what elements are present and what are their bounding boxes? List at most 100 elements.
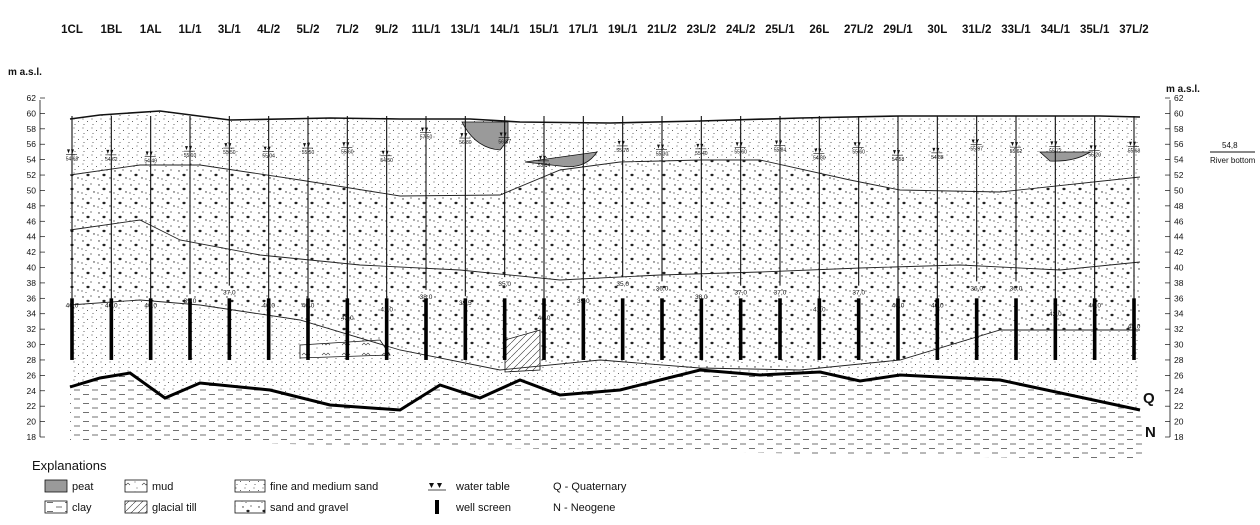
legend-sand-gravel: sand and gravel bbox=[234, 500, 348, 514]
ground-surface bbox=[69, 110, 1141, 124]
left-tick-label: 38 bbox=[27, 278, 37, 288]
water-table-icon bbox=[1089, 145, 1097, 150]
well-7l-2: 7L/2 43,0 55,60 bbox=[336, 24, 359, 360]
well-label: 34L/1 bbox=[1041, 24, 1071, 36]
well-screen bbox=[109, 298, 114, 360]
water-table-icon bbox=[1129, 141, 1136, 146]
well-depth-label: 43,0 bbox=[341, 315, 354, 322]
well-depth-label: 40,0 bbox=[144, 302, 157, 309]
right-tick-label: 20 bbox=[1174, 417, 1184, 427]
left-tick-label: 56 bbox=[27, 139, 37, 149]
left-tick-label: 54 bbox=[27, 155, 37, 165]
right-tick-label: 24 bbox=[1174, 386, 1184, 396]
right-tick-label: 26 bbox=[1174, 370, 1184, 380]
well-label: 1AL bbox=[140, 24, 162, 36]
well-screen bbox=[384, 298, 389, 360]
well-depth-label: 40,0 bbox=[262, 302, 275, 309]
neogene-label: N bbox=[1145, 424, 1156, 441]
left-tick-label: 44 bbox=[27, 232, 37, 242]
well-label: 31L/2 bbox=[962, 24, 991, 36]
left-tick-label: 26 bbox=[27, 370, 37, 380]
well-depth-label: 38,0 bbox=[695, 294, 708, 301]
well-depth-label: 36,0 bbox=[970, 285, 983, 292]
well-label: 11L/1 bbox=[412, 24, 441, 36]
water-table-icon bbox=[67, 149, 74, 154]
well-screen bbox=[424, 298, 428, 360]
water-table-icon bbox=[303, 143, 310, 148]
well-depth-label: 36,0 bbox=[656, 285, 669, 292]
well-label: 7L/2 bbox=[336, 24, 359, 36]
well-label: 23L/2 bbox=[687, 24, 716, 36]
well-depth-label: 40,0 bbox=[1088, 302, 1101, 309]
legend-glacial-till-label: glacial till bbox=[152, 502, 197, 514]
well-depth-label: 40,0 bbox=[302, 302, 315, 309]
water-table-value: 56,87 bbox=[498, 140, 511, 146]
water-table-icon bbox=[381, 150, 389, 155]
water-table-value: 55,50 bbox=[302, 150, 315, 156]
neogene-clay bbox=[70, 370, 1145, 460]
left-tick-label: 34 bbox=[27, 309, 37, 319]
well-25l-1: 25L/1 37,0 55,84 bbox=[765, 24, 795, 360]
mud-lens bbox=[299, 339, 391, 359]
legend-quaternary-label: Q - Quaternary bbox=[553, 481, 627, 493]
wells: 1CL 40,0 54,68 1BL 40,0 54,62 1AL 40,0 54,40 1L/1… bbox=[61, 24, 1149, 360]
well-label: 35L/1 bbox=[1080, 24, 1110, 36]
well-label: 19L/1 bbox=[608, 24, 638, 36]
water-table-value: 55,68 bbox=[1128, 149, 1141, 155]
well-screen-icon bbox=[435, 500, 439, 514]
left-tick-label: 32 bbox=[27, 324, 37, 334]
river-bottom-label: River bottom bbox=[1210, 156, 1256, 165]
water-table-value: 55,62 bbox=[1010, 149, 1023, 155]
well-depth-label: 40,0 bbox=[931, 302, 944, 309]
well-screen bbox=[935, 298, 940, 360]
well-screen bbox=[70, 298, 74, 360]
legend-water-table: water table bbox=[428, 481, 510, 493]
quaternary-neogene-boundary bbox=[69, 368, 1141, 412]
legend-clay-label: clay bbox=[72, 502, 92, 514]
well-screen bbox=[896, 298, 900, 360]
well-label: 25L/1 bbox=[765, 24, 795, 36]
glacial-till-lens bbox=[504, 329, 541, 373]
well-depth-label: 39,0 bbox=[184, 298, 197, 305]
well-23l-2: 23L/2 38,0 55,40 bbox=[687, 24, 716, 360]
right-tick-label: 50 bbox=[1174, 185, 1184, 195]
left-tick-label: 42 bbox=[27, 247, 37, 257]
well-depth-label: 39,0 bbox=[577, 298, 590, 305]
right-tick-label: 52 bbox=[1174, 170, 1184, 180]
well-26l: 26L 41,0 54,80 bbox=[809, 24, 829, 360]
well-label: 29L/1 bbox=[883, 24, 913, 36]
left-tick-label: 18 bbox=[27, 432, 37, 442]
water-table-value: 55,84 bbox=[774, 147, 787, 153]
well-depth-label: 39,5 bbox=[459, 300, 472, 307]
well-11l-1: 11L/1 38,0 57,50 bbox=[412, 24, 441, 360]
well-screen bbox=[345, 298, 350, 360]
well-screen bbox=[974, 298, 979, 360]
quaternary-label: Q bbox=[1143, 390, 1155, 407]
right-tick-label: 42 bbox=[1174, 247, 1184, 257]
elevation-ticks: 62 62 60 60 58 58 56 56 54 54 52 52 50 50 48 48 46 46 44 44… bbox=[27, 93, 1184, 442]
left-tick-label: 62 bbox=[27, 93, 37, 103]
well-label: 30L bbox=[927, 24, 947, 36]
left-tick-label: 28 bbox=[27, 355, 37, 365]
water-table-icon bbox=[421, 127, 428, 132]
well-4l-2: 4L/2 40,0 55,04 bbox=[257, 24, 280, 360]
water-table-value: 55,60 bbox=[734, 149, 747, 155]
legend-neogene-label: N - Neogene bbox=[553, 502, 615, 514]
water-table-icon bbox=[185, 146, 192, 151]
water-table-value: 55,40 bbox=[695, 151, 708, 157]
left-tick-label: 30 bbox=[27, 340, 37, 350]
water-table-icon bbox=[853, 142, 861, 147]
left-tick-label: 24 bbox=[27, 386, 37, 396]
well-screen bbox=[227, 298, 232, 360]
well-depth-label: 40,0 bbox=[105, 302, 118, 309]
water-table-value: 57,50 bbox=[420, 135, 433, 141]
legend-mud: mud bbox=[124, 479, 173, 493]
sand-gravel-swatch bbox=[234, 500, 266, 514]
water-table-value: 55,04 bbox=[262, 154, 275, 160]
left-tick-label: 60 bbox=[27, 108, 37, 118]
boundary-line-1 bbox=[69, 159, 1141, 197]
well-19l-1: 19L/1 35,0 55,78 bbox=[608, 24, 638, 360]
right-tick-label: 18 bbox=[1174, 432, 1184, 442]
water-table-value: 54,40 bbox=[144, 159, 157, 165]
